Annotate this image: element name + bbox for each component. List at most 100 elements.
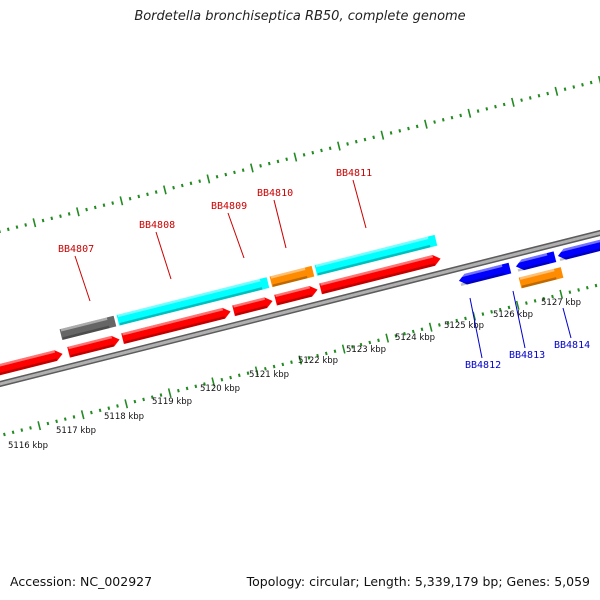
outer-ring-major-tick <box>424 119 428 129</box>
gene-shade <box>119 287 263 326</box>
inner-ring-minor-tick <box>307 356 311 360</box>
gene-shade <box>272 275 308 287</box>
outer-ring-minor-tick <box>372 135 376 140</box>
outer-ring-major-tick <box>206 174 211 184</box>
gene-body <box>67 335 120 358</box>
gene-shade <box>559 246 600 262</box>
gene-label-bb4813[interactable]: BB4813 <box>509 350 545 361</box>
scale-label: 5116 kbp <box>8 441 48 451</box>
scale-label: 5119 kbp <box>152 397 192 407</box>
gene-feature[interactable] <box>0 348 64 384</box>
inner-ring-minor-tick <box>490 310 493 314</box>
inner-ring-minor-tick <box>507 305 511 310</box>
scale-label: 5121 kbp <box>249 370 289 380</box>
gene-highlight <box>519 268 555 280</box>
outer-ring-minor-tick <box>415 124 419 129</box>
gene-feature[interactable] <box>515 251 557 272</box>
scale-label: 5126 kbp <box>493 310 533 320</box>
gene-body <box>557 236 600 260</box>
gene-feature[interactable] <box>274 284 319 306</box>
gene-feature[interactable] <box>458 262 512 287</box>
gene-highlight <box>117 278 261 318</box>
outer-ring-major-tick <box>554 86 559 96</box>
gene-feature[interactable] <box>121 306 232 345</box>
outer-ring-minor-tick <box>546 91 550 96</box>
gene-highlight <box>458 264 503 278</box>
gene-feature[interactable] <box>314 234 438 276</box>
inner-ring-minor-tick <box>438 323 441 327</box>
outer-ring-minor-tick <box>581 82 584 87</box>
outer-ring-minor-tick <box>441 118 445 122</box>
inner-ring-minor-tick <box>229 375 232 380</box>
gene-shade <box>521 277 557 289</box>
outer-ring-minor-tick <box>311 150 315 155</box>
scale-label: 5117 kbp <box>56 426 96 436</box>
inner-tick-ring <box>3 283 598 437</box>
gene-label-leader <box>155 231 172 280</box>
outer-ring-major-tick <box>511 97 515 107</box>
outer-ring-major-tick <box>163 185 167 195</box>
gene-label-bb4807[interactable]: BB4807 <box>58 244 94 255</box>
gene-label-bb4811[interactable]: BB4811 <box>336 168 372 179</box>
outer-ring-minor-tick <box>15 225 19 229</box>
outer-ring-minor-tick <box>233 170 236 175</box>
inner-ring-minor-tick <box>20 428 24 432</box>
inner-ring-minor-tick <box>403 331 406 336</box>
gene-body <box>518 267 564 289</box>
gene-label-bb4809[interactable]: BB4809 <box>211 201 247 212</box>
inner-ring-minor-tick <box>98 408 102 413</box>
gene-feature[interactable] <box>518 267 564 289</box>
gene-label-leader <box>512 290 526 349</box>
inner-ring-minor-tick <box>464 316 467 321</box>
inner-ring-minor-tick <box>290 360 293 364</box>
gene-highlight <box>60 317 108 332</box>
outer-ring-minor-tick <box>180 183 184 188</box>
outer-ring-minor-tick <box>67 212 71 216</box>
outer-ring-minor-tick <box>50 216 54 221</box>
outer-ring-minor-tick <box>433 120 436 124</box>
outer-ring-minor-tick <box>259 164 262 168</box>
inner-ring-major-tick <box>124 399 129 409</box>
gene-feature[interactable] <box>67 334 121 358</box>
genome-summary-text: Topology: circular; Length: 5,339,179 bp… <box>246 574 590 589</box>
gene-feature[interactable] <box>59 315 117 340</box>
gene-body <box>515 251 557 271</box>
gene-label-bb4812[interactable]: BB4812 <box>465 360 501 371</box>
outer-ring-minor-tick <box>276 159 280 164</box>
gene-feature[interactable] <box>557 236 600 262</box>
inner-ring-minor-tick <box>533 299 537 303</box>
gene-feature[interactable] <box>319 253 442 295</box>
map-title: Bordetella bronchiseptica RB50, complete… <box>134 9 466 24</box>
inner-ring-minor-tick <box>11 430 15 435</box>
gene-highlight <box>233 297 266 308</box>
outer-ring-minor-tick <box>85 207 88 212</box>
inner-ring-minor-tick <box>246 371 250 375</box>
gene-shade <box>277 294 313 306</box>
outer-ring-minor-tick <box>363 137 367 142</box>
inner-ring-minor-tick <box>542 296 546 301</box>
gene-body <box>269 265 315 288</box>
outer-ring-minor-tick <box>354 139 358 144</box>
outer-ring-major-tick <box>32 218 37 228</box>
inner-ring-minor-tick <box>46 421 50 426</box>
gene-feature[interactable] <box>116 277 270 326</box>
gene-feature[interactable] <box>269 265 315 288</box>
inner-ring-minor-tick <box>116 404 119 408</box>
gene-label-bb4810[interactable]: BB4810 <box>257 188 293 199</box>
outer-ring-minor-tick <box>528 96 532 100</box>
outer-ring-minor-tick <box>111 201 115 205</box>
gene-highlight <box>0 350 56 375</box>
gene-label-bb4808[interactable]: BB4808 <box>139 220 175 231</box>
scale-label: 5123 kbp <box>346 345 386 355</box>
gene-label-bb4814[interactable]: BB4814 <box>554 340 590 351</box>
outer-ring-minor-tick <box>189 181 193 186</box>
gene-highlight <box>275 286 311 298</box>
gene-highlight <box>557 237 600 253</box>
outer-ring-minor-tick <box>128 196 132 201</box>
inner-ring-minor-tick <box>368 340 372 345</box>
gene-shade <box>460 272 505 286</box>
gene-body <box>59 315 117 340</box>
scale-label: 5125 kbp <box>444 321 484 331</box>
gene-feature[interactable] <box>232 296 274 317</box>
